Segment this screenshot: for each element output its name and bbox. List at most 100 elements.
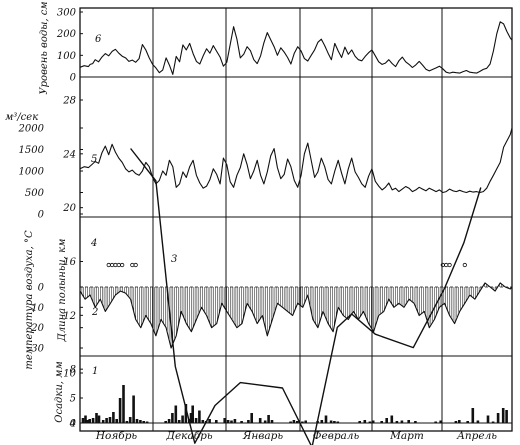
precipitation-bar (132, 395, 135, 423)
precipitation-bar (105, 418, 108, 423)
precipitation-bar (505, 410, 508, 423)
precipitation-bar (84, 415, 87, 423)
precipitation-bar (135, 419, 139, 423)
polynya-ylabel: Длина полыньи, км (57, 239, 68, 343)
precipitation-bar (250, 413, 253, 423)
precipitation-bar (91, 418, 95, 423)
polynya-tick-label: 12 (63, 311, 76, 322)
precipitation-bar (385, 418, 388, 423)
precipitation-bar (95, 413, 98, 423)
precipitation-bar (258, 418, 262, 423)
curve-label-5: 5 (91, 154, 97, 165)
precipitation-bar (198, 410, 201, 423)
precipitation-bar (289, 421, 292, 423)
water-level-ylabel: Уровень воды, см (39, 1, 50, 94)
grid-lines (80, 8, 512, 431)
month-label: Ноябрь (95, 430, 138, 442)
curve-label-6: 6 (95, 34, 102, 45)
precipitation-bar (476, 420, 480, 423)
precipitation-bar (189, 413, 193, 423)
ice-polynya-marker (113, 262, 118, 268)
discharge-tick-label: 2000 (18, 124, 45, 135)
precipitation-bar (324, 415, 328, 423)
precipitation-bar (125, 421, 129, 423)
precipitation-bar (320, 420, 324, 423)
curves (79, 21, 513, 445)
precipitation-bar (434, 421, 437, 423)
precipitation-bar (115, 419, 118, 423)
precipitation-bar (466, 421, 469, 423)
precipitation-bar (358, 421, 361, 423)
precipitation-bar (85, 420, 89, 423)
precipitation-bar (336, 421, 340, 423)
precipitation-bar (270, 420, 274, 423)
precipitation-tick-label: 5 (70, 394, 76, 405)
air-temperature-ylabel: температура воздуха, °С (24, 230, 35, 370)
precipitation-bar (118, 398, 122, 423)
water-level-tick-label: 0 (70, 73, 77, 84)
precipitation-bar (108, 417, 112, 423)
precipitation-bar (101, 420, 105, 423)
precipitation-bar (142, 421, 145, 423)
precipitation-bar (301, 421, 304, 423)
polynya-tick-label: 20 (62, 203, 76, 214)
precipitation-ylabel: Осадки, мм (54, 361, 65, 422)
month-label: Декабрь (165, 430, 212, 442)
precipitation-bar (247, 420, 250, 423)
precipitation-bar (471, 408, 475, 423)
ice-polynya-marker (133, 262, 138, 268)
precipitation-bar (329, 420, 333, 423)
polynya-tick-label: 4 (69, 419, 76, 430)
precipitation-bar (390, 415, 394, 423)
temperature-tick-label: 10 (31, 303, 44, 314)
air-temperature-curve (79, 282, 513, 349)
precipitation-bar (363, 420, 367, 423)
precipitation-bar (454, 421, 458, 423)
polynya-tick-label: 28 (62, 96, 76, 107)
discharge-tick-label: 1000 (19, 167, 45, 178)
precipitation-bar (380, 421, 383, 423)
precipitation-bar (395, 421, 399, 423)
precipitation-bar (486, 415, 490, 423)
discharge-tick-label: 500 (25, 188, 45, 199)
month-labels: Ноябрь Декабрь Январь Февраль Март Апрель (95, 430, 497, 442)
precipitation-bar (208, 419, 211, 423)
precipitation-bar (128, 417, 132, 423)
plot-border (79, 7, 513, 432)
ice-polynya-marker (130, 262, 135, 268)
precipitation-bar (191, 405, 194, 423)
precipitation-bar (122, 385, 125, 423)
precipitation-bar (292, 420, 296, 423)
curve-label-3: 3 (171, 254, 177, 265)
discharge-unit: м³/сек (5, 112, 38, 123)
curve-label-1: 1 (92, 366, 98, 377)
curve-label-2: 2 (91, 307, 98, 318)
precipitation-bar (304, 420, 307, 423)
temperature-tick-label: 30 (31, 344, 44, 355)
precipitation-bar (215, 420, 218, 423)
month-label: Март (389, 430, 424, 442)
water-level-tick-label: 200 (56, 29, 77, 40)
polynya-tick-label: 16 (63, 257, 76, 268)
ice-polynya-marker (110, 262, 115, 268)
tick-labels: 3002001000200015001000500028242016128401… (18, 8, 83, 430)
polynya-length-curve (130, 148, 482, 445)
ice-polynya-marker (106, 262, 111, 268)
precipitation-bar (263, 420, 267, 423)
precipitation-bar (491, 421, 495, 423)
precipitation-bar (439, 420, 442, 423)
precipitation-bar (88, 419, 91, 423)
precipitation-tick-label: 10 (63, 369, 76, 380)
discharge-tick-label: 1500 (19, 145, 45, 156)
precipitation-bar (496, 413, 500, 423)
chart-frame (79, 7, 513, 432)
precipitation-bar (400, 420, 404, 423)
precipitation-bar (371, 420, 375, 423)
precipitation-bar (167, 419, 171, 423)
precipitation-bar (171, 413, 174, 423)
curve-label-4: 4 (90, 238, 97, 249)
precipitation-bar (368, 421, 372, 423)
precipitation-bar (174, 405, 178, 423)
ice-polynya-marker (462, 262, 467, 268)
